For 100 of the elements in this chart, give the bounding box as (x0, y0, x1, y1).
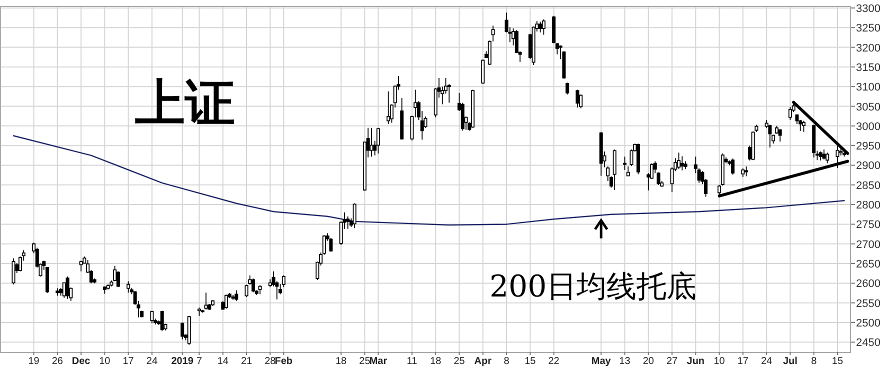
x-tick-label: 10 (99, 356, 111, 367)
candlestick (626, 166, 630, 176)
candlestick (680, 156, 684, 171)
x-tick-label: 15 (524, 356, 536, 367)
text: 上证 (134, 73, 235, 132)
candlestick (106, 284, 110, 290)
candlestick (778, 128, 782, 142)
x-tick-label: 18 (336, 356, 348, 367)
candlestick (231, 294, 235, 300)
x-tick-label: 13 (619, 356, 631, 367)
candlestick (802, 120, 806, 132)
x-tick-label: 17 (737, 356, 749, 367)
x-tick-label: Jul (782, 356, 798, 367)
x-tick-label: Mar (369, 356, 388, 367)
y-tick-label: 2500 (856, 318, 880, 330)
candlestick (538, 21, 542, 33)
x-tick-label: 27 (666, 356, 678, 367)
candlestick (818, 151, 822, 161)
y-tick-label: 2800 (856, 200, 880, 212)
x-tick-label: 19 (28, 356, 40, 367)
candlestick (79, 260, 83, 272)
y-tick-label: 2900 (856, 160, 880, 172)
x-tick-label: 15 (832, 356, 844, 367)
candlestick (822, 149, 826, 160)
x-tick-label: 25 (359, 356, 371, 367)
x-tick-label: 18 (430, 356, 442, 367)
candlestick (160, 310, 164, 332)
candlestick (612, 149, 616, 190)
candlestick (788, 106, 792, 120)
y-tick-label: 3150 (856, 62, 880, 74)
x-tick-label: 28 (264, 356, 276, 367)
candlestick (126, 280, 130, 294)
x-tick-label: Jun (686, 356, 705, 367)
y-tick-label: 2450 (856, 337, 880, 350)
x-tick-label: 14 (217, 356, 229, 367)
y-tick-label: 2700 (856, 238, 880, 251)
candlestick (386, 90, 390, 124)
x-tick-label: Apr (474, 356, 492, 367)
candlestick (576, 89, 580, 108)
x-tick-label: 8 (504, 356, 510, 367)
candlestick (400, 98, 404, 140)
candlestick (555, 42, 559, 55)
candlestick (346, 216, 350, 230)
candlestick (329, 238, 333, 252)
annotation: 200日均线托底 (489, 269, 697, 304)
candlestick (252, 278, 256, 293)
candlestick (150, 310, 154, 324)
x-tick-label: Dec (72, 356, 91, 367)
y-tick-label: 3300 (856, 2, 880, 15)
candlestick (744, 166, 748, 177)
candlestick (197, 307, 201, 316)
y-tick-label: 2550 (856, 298, 880, 310)
x-tick-label: 17 (122, 356, 134, 367)
candlestick (180, 322, 184, 340)
candlestick (481, 59, 485, 84)
x-tick-label: Feb (274, 356, 293, 367)
candlestick (552, 15, 556, 44)
y-tick-label: 3250 (856, 22, 880, 35)
candlestick (56, 288, 60, 296)
y-tick-label: 2950 (856, 140, 880, 153)
y-tick-label: 3050 (856, 101, 880, 114)
y-tick-label: 2850 (856, 180, 880, 192)
line-series (12, 135, 845, 226)
x-tick-label: 24 (146, 356, 158, 367)
x-tick-label: 25 (454, 356, 466, 367)
candlestick (636, 143, 640, 175)
candlestick (234, 290, 238, 302)
candlestick (677, 152, 681, 170)
candlestick (731, 158, 735, 176)
candlestick (471, 89, 475, 128)
y-tick-label: 2650 (856, 258, 880, 271)
x-tick-label: 21 (240, 356, 253, 367)
candlestick (204, 292, 208, 310)
x-tick-label: 11 (406, 356, 418, 367)
x-tick-label: 8 (811, 356, 818, 367)
candlestick (720, 152, 724, 186)
y-tick-label: 3200 (856, 42, 880, 54)
x-tick-label: 22 (548, 356, 560, 367)
candlestick (376, 127, 380, 154)
y-tick-label: 2600 (856, 278, 880, 290)
candlestick (741, 168, 745, 178)
candlestick (566, 82, 570, 95)
candlestick (599, 131, 603, 176)
x-tick-label: 24 (761, 356, 773, 367)
candlestick (768, 124, 772, 148)
x-tick-label: 20 (642, 356, 654, 367)
y-tick-label: 2750 (856, 219, 880, 232)
candlestick (187, 315, 191, 346)
x-tick-label: May (591, 356, 612, 367)
candlestick (224, 294, 228, 310)
y-tick-label: 3000 (856, 120, 880, 133)
candlestick (542, 18, 546, 36)
candlestick (12, 258, 16, 285)
candlestick (102, 286, 106, 294)
x-tick-label: 2019 (171, 356, 194, 367)
x-tick-label: 10 (714, 356, 726, 367)
candlestick (211, 300, 214, 306)
y-tick-label: 3100 (856, 82, 880, 94)
x-tick-label: 7 (196, 356, 202, 367)
candlestick (622, 156, 626, 170)
